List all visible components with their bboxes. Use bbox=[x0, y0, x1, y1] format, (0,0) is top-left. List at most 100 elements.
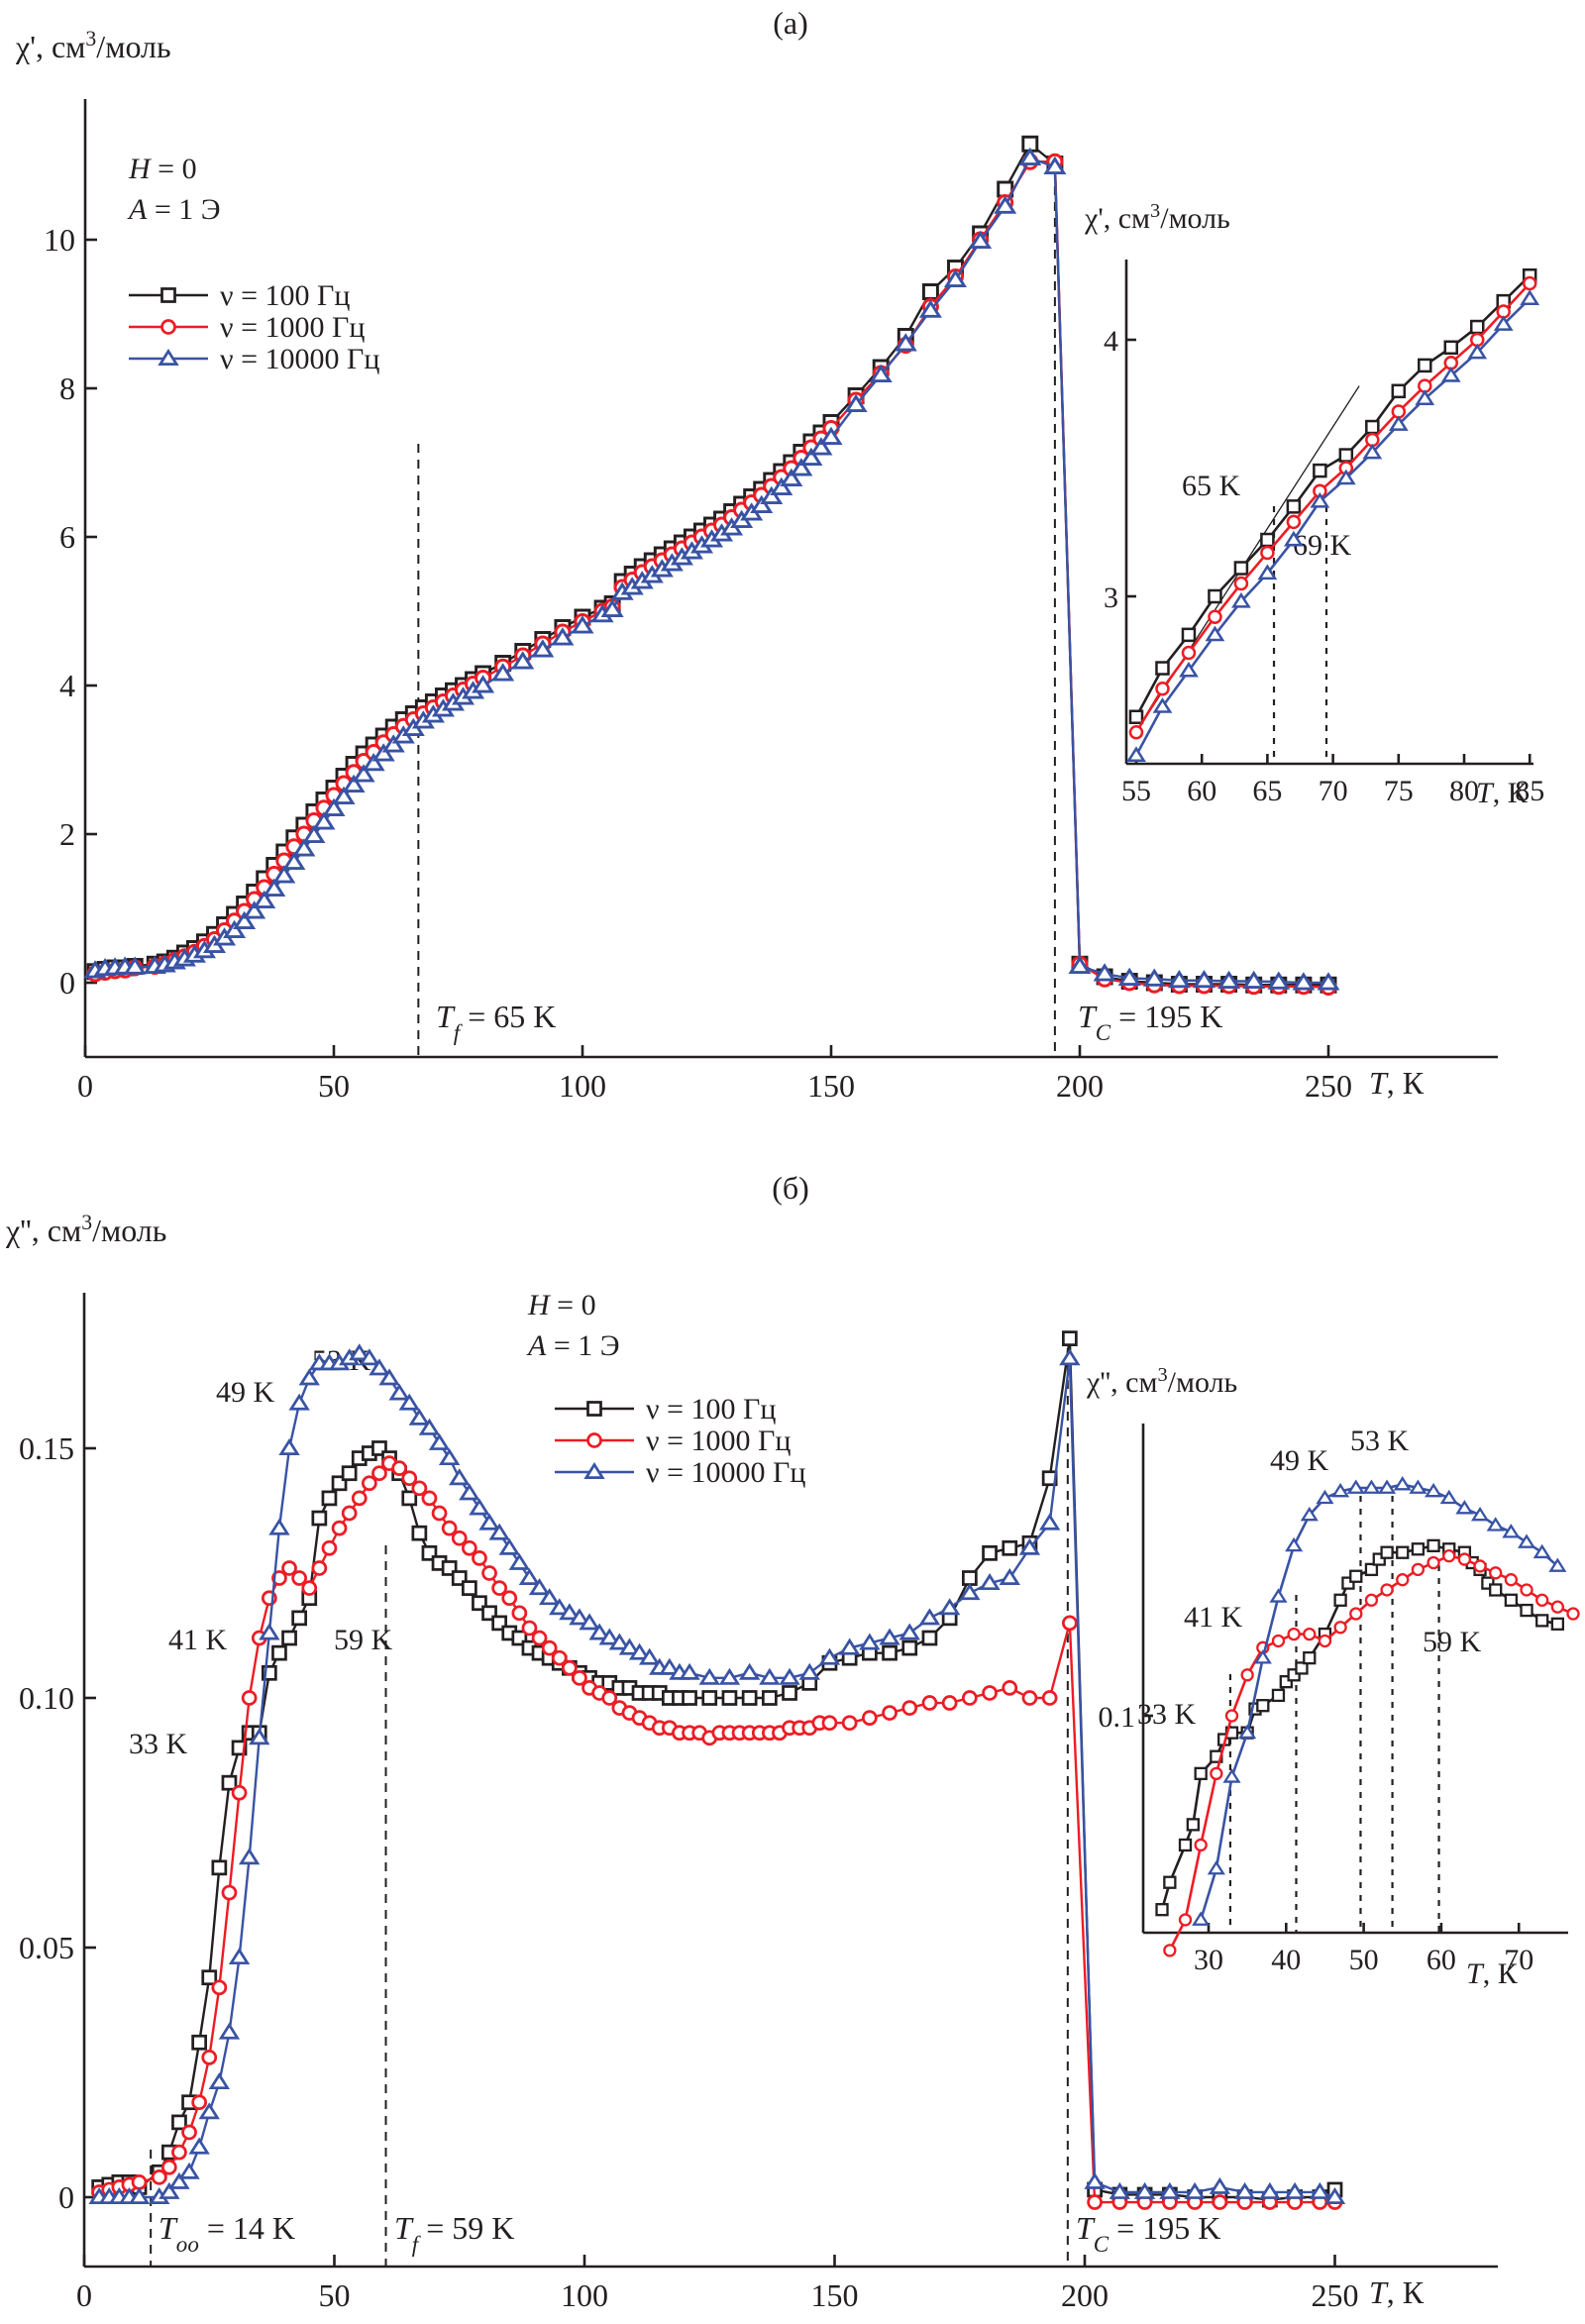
data-point bbox=[272, 865, 296, 884]
data-point bbox=[698, 1667, 720, 1685]
inset-data-point bbox=[1194, 1838, 1208, 1852]
inset-data-point bbox=[1316, 1489, 1334, 1505]
inset-data-point bbox=[1471, 1506, 1490, 1522]
inset-annotation-label: 65 K bbox=[1182, 470, 1241, 502]
data-point bbox=[531, 639, 555, 658]
inset-data-point bbox=[1271, 1688, 1286, 1703]
data-point bbox=[418, 1418, 441, 1435]
legend-item: ν = 100 Гц bbox=[555, 1393, 776, 1426]
inset-data-point bbox=[1380, 1583, 1394, 1597]
data-point bbox=[282, 851, 306, 871]
data-point bbox=[1087, 2194, 1103, 2210]
data-point bbox=[223, 919, 247, 939]
inset-data-point bbox=[1426, 1555, 1440, 1570]
inset-data-point bbox=[1186, 1818, 1200, 1832]
y-tick-label: 10 bbox=[44, 222, 75, 258]
legend-item: ν = 10000 Гц bbox=[555, 1456, 805, 1489]
data-point bbox=[760, 485, 784, 505]
data-point bbox=[979, 1573, 1001, 1591]
legend-marker bbox=[586, 1401, 602, 1417]
data-point bbox=[371, 743, 395, 762]
data-point bbox=[943, 268, 968, 288]
data-point bbox=[378, 1368, 400, 1386]
inset-data-point bbox=[1233, 576, 1249, 591]
legend-marker bbox=[586, 1432, 602, 1448]
legend-label: ν = 1000 Гц bbox=[646, 1425, 791, 1457]
data-point bbox=[894, 333, 917, 352]
data-point bbox=[572, 1669, 587, 1686]
inset-data-point bbox=[1346, 1479, 1365, 1494]
data-point bbox=[1323, 2186, 1346, 2204]
data-point bbox=[961, 1570, 978, 1586]
inset-data-point bbox=[1256, 1699, 1270, 1713]
panel-b: (б) χ'', см3/моль T, К 0 50 100 150 200 250 0 0.05… bbox=[5, 1170, 1580, 2313]
data-point bbox=[171, 2144, 187, 2161]
data-point bbox=[799, 447, 823, 467]
condition-label: A = 1 Э bbox=[526, 1329, 620, 1362]
inset-data-point bbox=[1152, 697, 1173, 713]
data-point bbox=[211, 1979, 228, 1996]
data-point bbox=[421, 1490, 438, 1507]
data-point bbox=[401, 1470, 418, 1487]
inset-series-line bbox=[1134, 282, 1532, 733]
inset-y-tick-label: 4 bbox=[1104, 325, 1118, 358]
data-point bbox=[491, 1580, 508, 1596]
inset-data-point bbox=[1300, 1506, 1319, 1522]
x-tick-label: 250 bbox=[1305, 1068, 1352, 1104]
inset-y-axis-label: χ', см3/моль bbox=[1084, 200, 1230, 235]
data-point bbox=[521, 1620, 538, 1637]
inset-data-point bbox=[1517, 1533, 1536, 1548]
data-point bbox=[332, 786, 356, 805]
legend-marker bbox=[158, 348, 179, 366]
inset-annotation-label: 33 K bbox=[1137, 1698, 1197, 1731]
data-point bbox=[511, 651, 535, 670]
data-point bbox=[782, 1685, 797, 1701]
inset-data-point bbox=[1179, 661, 1199, 678]
annotation-label: 41 K bbox=[168, 1624, 228, 1656]
data-point bbox=[921, 283, 939, 300]
inset-data-point bbox=[1178, 1913, 1193, 1927]
data-point bbox=[750, 494, 774, 514]
data-point bbox=[1212, 2194, 1228, 2210]
annotation-label: 33 K bbox=[129, 1728, 188, 1760]
inset-data-point bbox=[1286, 499, 1302, 514]
data-point bbox=[271, 1644, 287, 1661]
data-point bbox=[579, 1613, 600, 1631]
data-point bbox=[921, 1695, 938, 1711]
inset-x-axis-label: T, К bbox=[1466, 1957, 1519, 1990]
inset-x-tick-label: 65 bbox=[1252, 775, 1282, 807]
data-point bbox=[291, 1570, 308, 1586]
panel-label: (б) bbox=[772, 1170, 809, 1206]
data-point bbox=[844, 393, 868, 413]
data-point bbox=[288, 1393, 310, 1411]
data-point bbox=[278, 1437, 300, 1455]
inset-data-point bbox=[1362, 443, 1383, 460]
data-point bbox=[1084, 2171, 1106, 2189]
data-point bbox=[1259, 2181, 1281, 2199]
data-point bbox=[1061, 1615, 1078, 1632]
inset-data-point bbox=[1341, 1576, 1355, 1590]
data-point bbox=[438, 1448, 461, 1466]
inset-data-point bbox=[1333, 1593, 1347, 1607]
data-point bbox=[959, 1583, 981, 1601]
inset-background bbox=[1128, 260, 1535, 762]
data-point bbox=[321, 1490, 338, 1507]
inset-data-point bbox=[1489, 1566, 1503, 1580]
data-point bbox=[790, 458, 813, 476]
data-point bbox=[151, 2168, 167, 2185]
inset-y-tick-label: 3 bbox=[1104, 581, 1118, 614]
x-tick-label: 150 bbox=[807, 1068, 855, 1104]
data-point bbox=[188, 2137, 210, 2155]
data-point bbox=[302, 824, 326, 844]
inset-series-triangle bbox=[1192, 1476, 1567, 1926]
data-point bbox=[441, 1520, 458, 1536]
inset-annotation-label: 53 K bbox=[1350, 1425, 1410, 1457]
data-point bbox=[528, 1578, 551, 1596]
inset-data-point bbox=[1310, 491, 1330, 508]
legend-label: ν = 10000 Гц bbox=[646, 1456, 805, 1489]
inset-data-point bbox=[1502, 1524, 1521, 1538]
data-point bbox=[359, 1348, 380, 1366]
inset-data-point bbox=[1303, 1650, 1317, 1665]
data-point bbox=[961, 1690, 978, 1706]
data-point bbox=[508, 1552, 531, 1570]
